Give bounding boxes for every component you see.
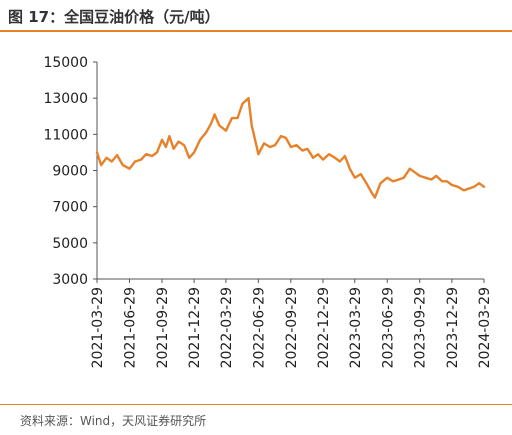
x-tick-label: 2024-03-29 xyxy=(477,287,493,368)
x-tick-label: 2022-03-29 xyxy=(219,287,235,368)
y-tick-label: 9000 xyxy=(52,164,88,180)
x-tick-label: 2022-09-29 xyxy=(284,287,300,368)
x-tick-label: 2023-09-29 xyxy=(413,287,429,368)
y-axis-ticks: 3000 5000 7000 9000 11000 13000 15000 xyxy=(43,55,97,288)
x-tick-label: 2021-09-29 xyxy=(155,287,171,368)
y-tick-label: 3000 xyxy=(52,272,88,288)
y-tick-label: 5000 xyxy=(52,236,88,252)
x-tick-label: 2021-03-29 xyxy=(90,287,106,368)
x-tick-label: 2023-06-29 xyxy=(380,287,396,368)
y-tick-label: 13000 xyxy=(43,91,88,107)
x-tick-label: 2023-03-29 xyxy=(348,287,364,368)
y-tick-label: 15000 xyxy=(43,55,88,71)
x-axis-ticks: 2021-03-29 2021-06-29 2021-09-29 2021-12-29… xyxy=(90,279,493,368)
x-tick-label: 2022-06-29 xyxy=(251,287,267,368)
x-tick-label: 2022-12-29 xyxy=(316,287,332,368)
x-tick-label: 2023-12-29 xyxy=(445,287,461,368)
chart-axes xyxy=(96,62,484,280)
line-chart: 3000 5000 7000 9000 11000 13000 15000 2021-03-… xyxy=(43,55,493,368)
title-divider xyxy=(0,30,512,32)
x-tick-label: 2021-06-29 xyxy=(122,287,138,368)
series-lines xyxy=(95,96,486,199)
source-note: 资料来源：Wind，天风证券研究所 xyxy=(20,414,207,428)
y-tick-label: 7000 xyxy=(52,200,88,216)
series-line xyxy=(95,96,486,199)
x-tick-label: 2021-12-29 xyxy=(187,287,203,368)
source-divider xyxy=(0,404,512,405)
y-tick-label: 11000 xyxy=(43,127,88,143)
chart-title: 图 17：全国豆油价格（元/吨） xyxy=(8,8,220,26)
